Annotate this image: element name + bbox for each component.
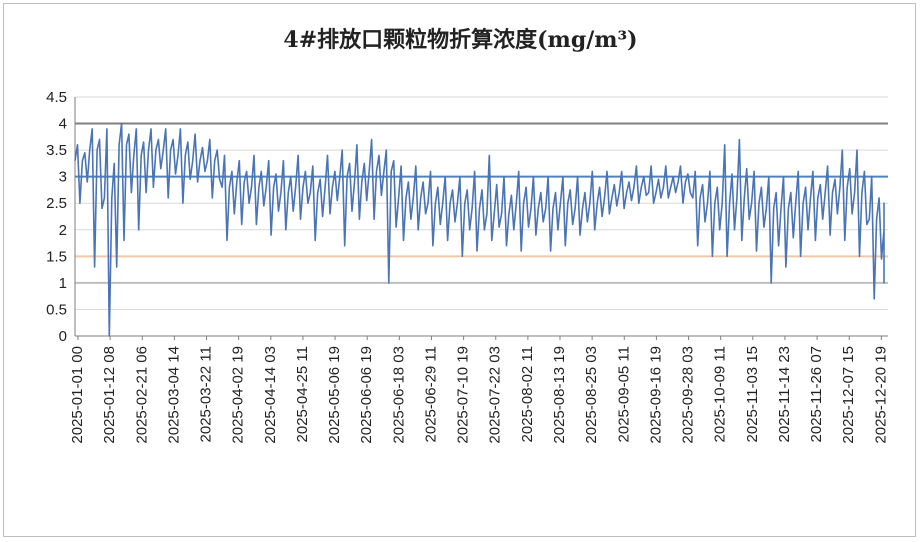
series-line bbox=[74, 122, 885, 337]
y-tick-label: 4 bbox=[59, 116, 67, 133]
x-tick-label: 2025-04-02 19 bbox=[230, 346, 247, 444]
y-tick-label: 0 bbox=[59, 328, 67, 345]
x-tick-label: 2025-08-25 03 bbox=[583, 346, 600, 444]
x-tick-label: 2025-11-03 15 bbox=[744, 346, 761, 442]
y-tick-label: 1 bbox=[59, 275, 67, 292]
x-tick-label: 2025-12-20 19 bbox=[872, 346, 889, 444]
x-tick-label: 2025-07-10 19 bbox=[455, 346, 472, 444]
x-tick-label: 2025-05-06 19 bbox=[326, 346, 343, 444]
x-tick-label: 2025-09-16 19 bbox=[647, 346, 664, 444]
x-tick-label: 2025-02-21 06 bbox=[133, 346, 150, 444]
x-tick-label: 2025-12-07 15 bbox=[840, 346, 857, 444]
x-tick-label: 2025-03-04 14 bbox=[165, 346, 182, 444]
chart-frame bbox=[3, 3, 916, 537]
y-tick-label: 4.5 bbox=[46, 89, 67, 106]
x-tick-label: 2025-06-18 03 bbox=[390, 346, 407, 444]
y-tick-label: 3.5 bbox=[46, 142, 67, 159]
x-tick-label: 2025-03-22 11 bbox=[198, 346, 215, 442]
y-tick-label: 2 bbox=[59, 222, 67, 239]
x-tick-label: 2025-11-14 23 bbox=[776, 346, 793, 442]
x-tick-label: 2025-09-28 03 bbox=[680, 346, 697, 444]
y-tick-label: 3 bbox=[59, 169, 67, 186]
y-tick-label: 2.5 bbox=[46, 195, 67, 212]
x-tick-label: 2025-08-02 11 bbox=[519, 346, 536, 442]
x-tick-label: 2025-04-14 03 bbox=[262, 346, 279, 444]
x-tick-label: 2025-09-05 11 bbox=[615, 346, 632, 442]
x-tick-label: 2025-07-22 03 bbox=[487, 346, 504, 444]
chart-title: 4#排放口颗粒物折算浓度(mg/m³) bbox=[283, 27, 638, 53]
x-tick-label: 2025-06-06 19 bbox=[358, 346, 375, 444]
y-tick-label: 0.5 bbox=[46, 301, 67, 318]
x-tick-label: 2025-01-12 08 bbox=[101, 346, 118, 444]
x-tick-label: 2025-08-13 19 bbox=[551, 346, 568, 444]
x-tick-label: 2025-01-01 00 bbox=[69, 346, 86, 444]
x-tick-label: 2025-04-25 11 bbox=[294, 346, 311, 442]
y-tick-label: 1.5 bbox=[46, 248, 67, 265]
x-tick-label: 2025-10-09 11 bbox=[712, 346, 729, 442]
x-tick-label: 2025-11-26 07 bbox=[808, 346, 825, 442]
x-tick-label: 2025-06-29 11 bbox=[423, 346, 440, 442]
